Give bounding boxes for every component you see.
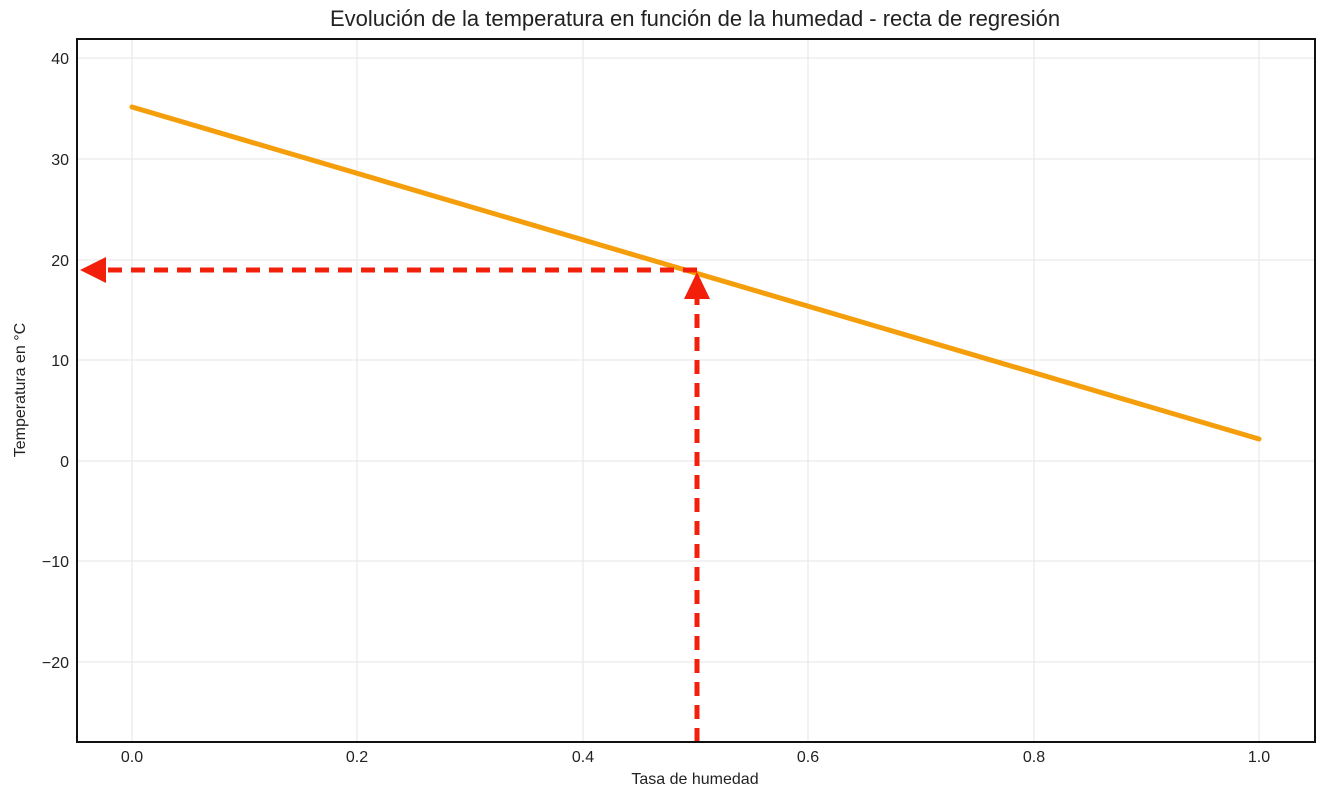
svg-text:20: 20 (51, 253, 69, 270)
svg-text:0.8: 0.8 (1023, 749, 1045, 766)
regression-line (129, 104, 1262, 442)
y-tick-labels: 40 30 20 10 0 −10 −20 (42, 51, 69, 672)
annotation-arrows (80, 257, 710, 742)
svg-text:40: 40 (51, 51, 69, 68)
svg-text:0.2: 0.2 (346, 749, 368, 766)
svg-text:−20: −20 (42, 655, 69, 672)
svg-text:0: 0 (60, 454, 69, 471)
x-tick-labels: 0.0 0.2 0.4 0.6 0.8 1.0 (121, 749, 1270, 766)
x-axis-label: Tasa de humedad (631, 771, 759, 788)
svg-text:0.0: 0.0 (121, 749, 143, 766)
svg-text:0.6: 0.6 (797, 749, 819, 766)
svg-text:1.0: 1.0 (1248, 749, 1270, 766)
arrowhead-up-icon (684, 272, 710, 299)
plot-area-border (76, 38, 1316, 743)
svg-text:30: 30 (51, 152, 69, 169)
svg-text:−10: −10 (42, 554, 69, 571)
grid (77, 39, 1315, 742)
arrowhead-left-icon (80, 257, 106, 283)
svg-text:0.4: 0.4 (572, 749, 594, 766)
chart-title: Evolución de la temperatura en función d… (329, 6, 1061, 31)
svg-text:10: 10 (51, 353, 69, 370)
